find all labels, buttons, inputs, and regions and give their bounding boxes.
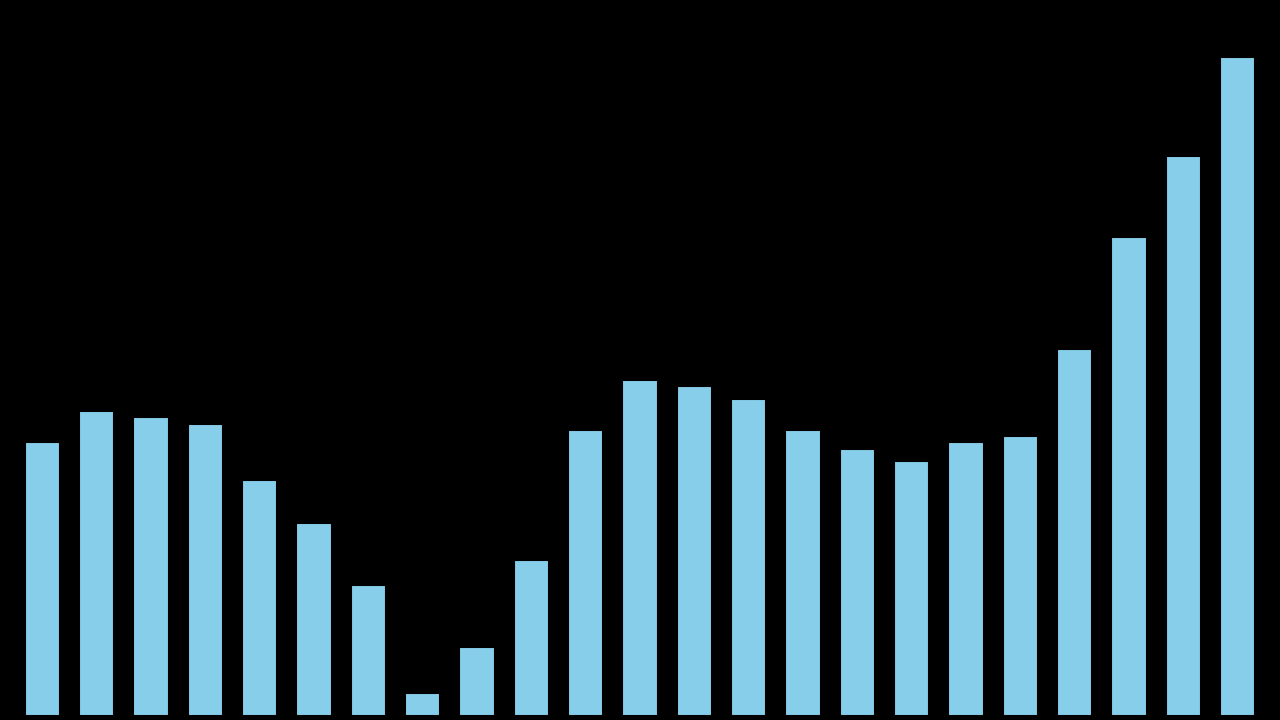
Bar — [513, 560, 549, 716]
Bar — [1057, 349, 1092, 716]
Bar — [948, 442, 984, 716]
Bar — [242, 480, 278, 716]
Bar — [188, 423, 223, 716]
Bar — [677, 387, 712, 716]
Bar — [404, 693, 440, 716]
Bar — [351, 585, 387, 716]
Bar — [1111, 237, 1147, 716]
Bar — [24, 442, 60, 716]
Bar — [840, 449, 876, 716]
Bar — [79, 411, 114, 716]
Bar — [731, 399, 767, 716]
Bar — [460, 647, 494, 716]
Bar — [1002, 436, 1038, 716]
Bar — [1166, 156, 1201, 716]
Bar — [1220, 57, 1256, 716]
Bar — [568, 430, 603, 716]
Bar — [296, 523, 332, 716]
Bar — [893, 461, 929, 716]
Bar — [786, 430, 820, 716]
Bar — [622, 380, 658, 716]
Bar — [133, 418, 169, 716]
